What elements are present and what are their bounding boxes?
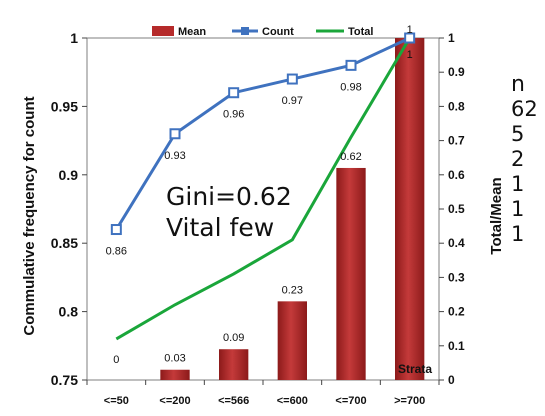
- x-tick-label: >=700: [394, 395, 425, 407]
- mean-data-label: 0.09: [223, 332, 244, 344]
- mean-bar: [336, 167, 366, 380]
- x-tick-label: <=700: [335, 395, 366, 407]
- side-value: 1: [511, 197, 525, 221]
- mean-bar: [395, 38, 425, 380]
- count-data-label: 0.97: [282, 95, 303, 107]
- y2-tick-label: 0.9: [448, 65, 465, 79]
- count-line: [115, 36, 411, 231]
- legend-mean-swatch: [152, 26, 174, 36]
- side-value: 62: [511, 97, 538, 121]
- y2-tick-label: 0: [448, 373, 455, 387]
- vital-few-annotation: Vital few: [166, 213, 274, 242]
- x-tick-label: <=566: [218, 395, 249, 407]
- y2-tick-label: 0.7: [448, 134, 465, 148]
- y2-tick-label: 0.2: [448, 305, 465, 319]
- x-tick-label: <=50: [104, 395, 129, 407]
- count-marker: [404, 32, 416, 44]
- count-marker: [228, 87, 240, 99]
- legend: Mean Count Total: [152, 26, 373, 38]
- count-marker: [345, 59, 357, 71]
- y2-tick-label: 0.8: [448, 99, 465, 113]
- mean-data-label: 1: [407, 24, 413, 36]
- y-tick-label: 0.75: [51, 372, 78, 388]
- count-data-label: 0.98: [340, 81, 361, 93]
- side-value: 2: [511, 147, 525, 171]
- x-tick-label: <=600: [277, 395, 308, 407]
- y2-tick-label: 0.1: [448, 339, 465, 353]
- count-marker: [110, 224, 122, 236]
- y2-tick-label: 0.6: [448, 168, 465, 182]
- y2-tick-label: 0.3: [448, 270, 465, 284]
- side-header: n: [511, 72, 525, 97]
- mean-bar: [160, 369, 190, 380]
- gini-annotation: Gini=0.62: [166, 182, 292, 211]
- x-tick-label: <=200: [159, 395, 190, 407]
- mean-data-label: 0.62: [340, 151, 361, 163]
- y2-tick-label: 1: [448, 31, 455, 45]
- y2-tick-label: 0.5: [448, 202, 465, 216]
- side-value: 1: [511, 222, 525, 246]
- count-data-label: 0.86: [106, 246, 127, 258]
- legend-mean-label: Mean: [178, 26, 206, 38]
- x-axis-title: Strata: [398, 362, 432, 376]
- legend-total-label: Total: [348, 26, 373, 38]
- side-value: 1: [511, 172, 525, 196]
- total-line: [115, 37, 411, 341]
- y-axis-title: Commulative frequency for count: [21, 96, 38, 335]
- count-data-label: 0.93: [164, 150, 185, 162]
- count-marker: [169, 128, 181, 140]
- legend-count-marker: [241, 27, 249, 35]
- count-data-label: 0.96: [223, 109, 244, 121]
- legend-count-label: Count: [262, 26, 294, 38]
- y-tick-label: 0.95: [51, 98, 78, 114]
- count-data-label: 1: [407, 49, 413, 61]
- y-tick-label: 1: [70, 30, 78, 46]
- y-tick-label: 0.85: [51, 235, 78, 251]
- mean-data-label: 0.03: [164, 353, 185, 365]
- mean-bar: [277, 301, 307, 380]
- mean-data-label: 0.23: [282, 284, 303, 296]
- count-marker: [286, 73, 298, 85]
- y-tick-label: 0.8: [59, 304, 79, 320]
- side-count-column: n 62 5 2 1 1 1: [511, 72, 545, 322]
- y2-tick-label: 0.4: [448, 236, 465, 250]
- y-tick-label: 0.9: [59, 167, 79, 183]
- side-value: 5: [511, 122, 525, 146]
- y2-axis-title: Total/Mean: [488, 177, 505, 254]
- mean-bar: [219, 349, 249, 380]
- mean-data-label: 0: [113, 354, 119, 366]
